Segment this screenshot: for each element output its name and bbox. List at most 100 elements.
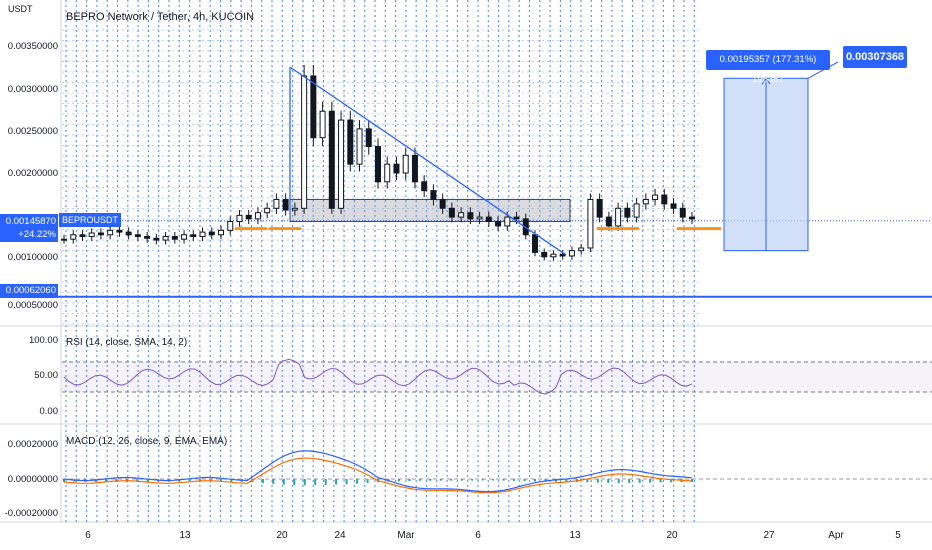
macd-histogram-bar: [628, 479, 631, 483]
price-tick: 0.00050000: [7, 300, 58, 311]
candle-body: [587, 198, 594, 249]
time-tick: 5: [895, 530, 901, 541]
candle-body: [550, 253, 557, 258]
macd-histogram-bar: [220, 479, 222, 482]
candle-body: [88, 232, 95, 238]
macd-histogram-bar: [617, 479, 620, 484]
macd-histogram-bar: [460, 479, 463, 481]
macd-histogram-bar: [345, 479, 348, 485]
rsi-band: [62, 362, 932, 392]
candle-body: [199, 231, 206, 238]
macd-histogram-bar: [659, 479, 662, 483]
candle-body: [615, 207, 622, 227]
macd-histogram-bar: [565, 479, 568, 482]
target-connector: [807, 61, 839, 79]
candle-body: [144, 236, 151, 239]
candle-body: [171, 236, 178, 240]
candle-body: [273, 198, 280, 209]
candle-body: [421, 181, 428, 192]
macd-histogram-bar: [534, 479, 536, 482]
candle-body: [679, 207, 686, 218]
candle-body: [301, 75, 308, 209]
macd-histogram-bar: [63, 479, 65, 482]
time-tick: 24: [334, 530, 346, 541]
candle-body: [227, 221, 234, 231]
candle-body: [338, 119, 345, 209]
macd-histogram-bar: [314, 479, 317, 486]
chart-title: BEPRO Network / Tether, 4h, KUCOIN: [66, 11, 255, 23]
candle-body: [458, 212, 465, 218]
macd-histogram-bar: [450, 479, 453, 481]
candle-body: [282, 198, 289, 211]
time-tick: 13: [569, 530, 581, 541]
macd-histogram-bar: [303, 479, 306, 486]
macd-histogram-bar: [261, 479, 264, 484]
macd-histogram-bar: [104, 479, 107, 482]
candle-body: [236, 214, 243, 223]
macd-histogram-bar: [513, 479, 516, 481]
candle-body: [605, 216, 612, 227]
rsi-line: [63, 358, 693, 395]
trend-line: [289, 66, 566, 255]
macd-histogram-bar: [356, 479, 359, 484]
price-tick: 0.00350000: [7, 41, 58, 52]
candle-body: [476, 216, 483, 220]
time-tick: Apr: [828, 530, 844, 541]
macd-histogram-bar: [366, 479, 369, 483]
candle-body: [291, 207, 298, 211]
last-price-change: +24.22%: [18, 229, 56, 240]
macd-histogram-bar: [586, 479, 589, 483]
candle-body: [596, 198, 603, 218]
macd-histogram-bar: [136, 479, 139, 483]
candle-body: [356, 128, 363, 165]
candle-body: [568, 250, 575, 257]
macd-histogram-bar: [230, 479, 233, 482]
candle-body: [162, 236, 169, 241]
candle-body: [153, 237, 160, 241]
candle-body: [670, 203, 677, 209]
candle-body: [541, 251, 548, 258]
macd-histogram-bar: [335, 479, 338, 485]
macd-tick: 0.00020000: [7, 439, 58, 450]
macd-histogram-bar: [670, 479, 673, 483]
candle-body: [689, 216, 695, 220]
candle-body: [79, 234, 86, 238]
candle-body: [485, 216, 492, 223]
candle-body: [384, 163, 391, 183]
candle-body: [245, 214, 252, 220]
macd-histogram-bar: [502, 479, 505, 481]
target-label: 0.00307368: [843, 46, 907, 68]
candle-body: [218, 229, 224, 236]
rsi-tick: 50.00: [34, 370, 58, 381]
time-tick: 27: [763, 530, 775, 541]
rsi-tick: 0.00: [39, 406, 59, 417]
candle-body: [134, 234, 141, 238]
candle-body: [402, 154, 409, 174]
time-tick: 6: [475, 530, 481, 541]
candle-body: [264, 207, 271, 214]
macd-histogram-bar: [293, 479, 296, 486]
candle-body: [181, 234, 188, 240]
macd-histogram-bar: [481, 479, 484, 481]
time-tick: 6: [85, 530, 91, 541]
candle-body: [467, 212, 474, 220]
macd-histogram-bar: [544, 479, 547, 482]
macd-histogram-bar: [596, 479, 599, 483]
candle-body: [107, 229, 114, 236]
candle-body: [430, 190, 437, 200]
candle-body: [347, 119, 354, 165]
candle-body: [532, 234, 538, 253]
macd-histogram-bar: [272, 479, 275, 484]
macd-histogram-bar: [397, 479, 400, 482]
candle-body: [559, 253, 566, 257]
macd-histogram-bar: [418, 479, 421, 481]
price-tick: 0.00100000: [7, 252, 58, 263]
macd-histogram-bar: [523, 479, 526, 482]
candle-body: [254, 212, 261, 220]
candle-body: [365, 128, 372, 148]
candle-body: [328, 110, 335, 209]
macd-histogram-bar: [146, 479, 149, 482]
measure-label: 0.00195357 (177.31%) 195357: [706, 50, 830, 85]
candle-body: [310, 75, 317, 139]
